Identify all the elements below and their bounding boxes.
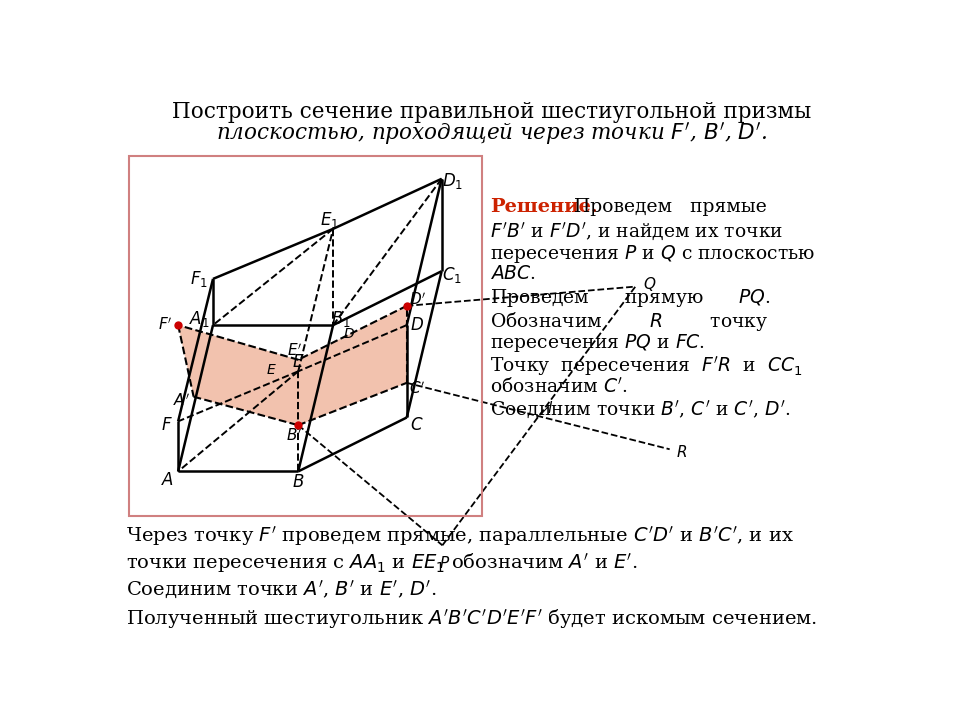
Text: $D_1$: $D_1$ xyxy=(442,171,463,191)
Text: $A_1$: $A_1$ xyxy=(189,309,209,329)
Text: Решение.: Решение. xyxy=(491,198,598,216)
Text: $D$: $D$ xyxy=(343,328,354,341)
Text: Соединим точки $A'$, $B'$ и $E'$, $D'$.: Соединим точки $A'$, $B'$ и $E'$, $D'$. xyxy=(126,579,437,601)
Text: Построить сечение правильной шестиугольной призмы: Построить сечение правильной шестиугольн… xyxy=(173,101,811,123)
Text: $C$: $C$ xyxy=(410,417,423,433)
Text: $B'$: $B'$ xyxy=(286,428,302,444)
Text: $P$: $P$ xyxy=(439,554,450,570)
Text: Полученный шестиугольник $A'B'C'D'E'F'$ будет искомым сечением.: Полученный шестиугольник $A'B'C'D'E'F'$ … xyxy=(126,607,818,631)
Text: Через точку $F'$ проведем прямые, параллельные $C'D'$ и $B'C'$, и их: Через точку $F'$ проведем прямые, паралл… xyxy=(126,523,794,548)
Text: $E_1$: $E_1$ xyxy=(320,210,339,230)
Text: $F_1$: $F_1$ xyxy=(190,269,208,289)
Text: $F'$: $F'$ xyxy=(158,317,173,333)
Text: $Q$: $Q$ xyxy=(643,275,657,293)
Text: $D'$: $D'$ xyxy=(409,292,426,308)
Text: $F'B'$ и $F'D'$, и найдем их точки: $F'B'$ и $F'D'$, и найдем их точки xyxy=(491,220,783,243)
Text: обозначим $C'$.: обозначим $C'$. xyxy=(491,377,629,397)
Text: Проведем      прямую      $PQ$.: Проведем прямую $PQ$. xyxy=(491,287,771,310)
Text: $A'$: $A'$ xyxy=(173,392,190,409)
Text: $A$: $A$ xyxy=(160,472,174,489)
Text: $E'$: $E'$ xyxy=(287,342,302,359)
Text: пересечения $P$ и $Q$ с плоскостью: пересечения $P$ и $Q$ с плоскостью xyxy=(491,243,816,265)
Text: плоскостью, проходящей через точки $F'$, $B'$, $D'$.: плоскостью, проходящей через точки $F'$,… xyxy=(216,121,768,148)
Text: Проведем   прямые: Проведем прямые xyxy=(562,198,766,216)
Text: $D$: $D$ xyxy=(410,317,423,333)
Text: $B$: $B$ xyxy=(292,474,304,491)
Text: точки пересечения с $AA_1$ и $EE_1$ обозначим $A'$ и $E'$.: точки пересечения с $AA_1$ и $EE_1$ обоз… xyxy=(126,552,637,575)
Bar xyxy=(130,156,482,516)
Text: $F$: $F$ xyxy=(161,417,173,433)
Text: $B_1$: $B_1$ xyxy=(331,309,350,329)
Text: $E$: $E$ xyxy=(292,354,304,371)
Text: Точку  пересечения  $F'R$  и  $CC_1$: Точку пересечения $F'R$ и $CC_1$ xyxy=(491,354,803,378)
Polygon shape xyxy=(179,306,407,426)
Text: $R$: $R$ xyxy=(676,444,687,459)
Text: Соединим точки $B'$, $C'$ и $C'$, $D'$.: Соединим точки $B'$, $C'$ и $C'$, $D'$. xyxy=(491,399,791,421)
Text: пересечения $PQ$ и $FC$.: пересечения $PQ$ и $FC$. xyxy=(491,332,706,354)
Text: Обозначим        $R$        точку: Обозначим $R$ точку xyxy=(491,310,769,333)
Text: $C_1$: $C_1$ xyxy=(443,265,463,285)
Text: $E$: $E$ xyxy=(266,363,276,377)
Text: $C'$: $C'$ xyxy=(409,381,426,397)
Text: $ABC$.: $ABC$. xyxy=(491,265,537,283)
Text: $l$: $l$ xyxy=(547,400,554,416)
